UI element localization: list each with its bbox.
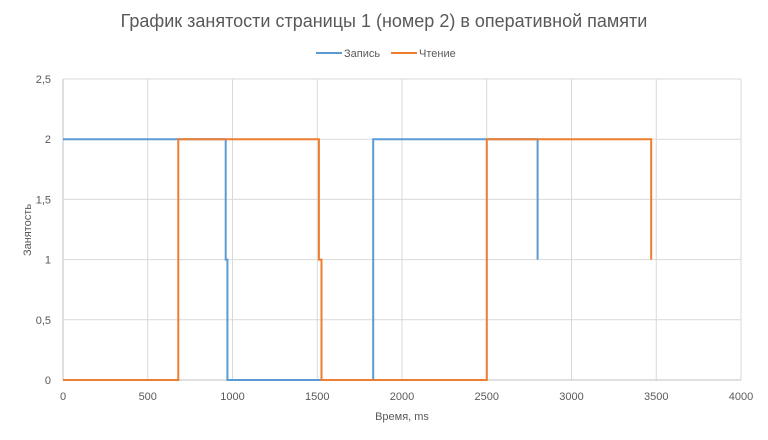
gridlines bbox=[62, 78, 742, 381]
x-tick-label: 3500 bbox=[644, 391, 668, 403]
x-tick-label: 4000 bbox=[729, 391, 753, 403]
x-tick-label: 3000 bbox=[559, 391, 583, 403]
y-axis-label: Занятость bbox=[22, 204, 34, 256]
y-tick-label: 2,5 bbox=[36, 74, 51, 86]
y-tick-label: 2 bbox=[45, 134, 51, 146]
y-tick-label: 1 bbox=[45, 255, 51, 267]
series-line-read bbox=[63, 138, 653, 381]
x-tick-label: 1500 bbox=[305, 391, 329, 403]
x-tick-label: 0 bbox=[60, 391, 66, 403]
x-tick-label: 2500 bbox=[475, 391, 499, 403]
legend: Запись Чтение bbox=[316, 48, 456, 60]
x-axis-ticks: 0 500 1000 1500 2000 2500 3000 3500 4000 bbox=[60, 391, 753, 403]
y-tick-label: 0,5 bbox=[36, 315, 51, 327]
series-line-write bbox=[63, 138, 539, 381]
x-tick-label: 2000 bbox=[390, 391, 414, 403]
x-tick-label: 1000 bbox=[220, 391, 244, 403]
x-axis-label: Время, ms bbox=[375, 411, 429, 423]
legend-label: Запись bbox=[344, 48, 380, 60]
y-tick-label: 0 bbox=[45, 375, 51, 387]
series-layer bbox=[63, 138, 653, 381]
y-axis-ticks: 0 0,5 1 1,5 2 2,5 bbox=[36, 74, 51, 387]
legend-label: Чтение bbox=[419, 48, 456, 60]
y-tick-label: 1,5 bbox=[36, 194, 51, 206]
chart-title: График занятости страницы 1 (номер 2) в … bbox=[121, 11, 648, 31]
x-tick-label: 500 bbox=[139, 391, 157, 403]
